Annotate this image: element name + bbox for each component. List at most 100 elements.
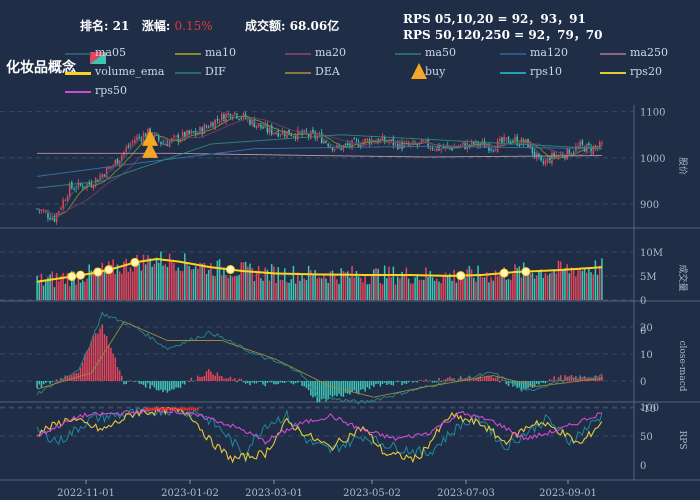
volume-highlight-dot — [93, 267, 103, 277]
candle-body — [114, 160, 117, 165]
legend-swatch-DIF — [175, 72, 201, 74]
candle-body — [327, 144, 329, 147]
macd-hist-bar — [440, 381, 442, 383]
macd-hist-bar — [136, 380, 138, 382]
volume-bar — [396, 276, 399, 300]
legend-label-ma250: ma250 — [630, 46, 668, 59]
macd-hist-bar — [45, 381, 47, 383]
macd-hist-bar — [483, 376, 486, 381]
rank-label: 排名: — [80, 19, 109, 33]
macd-hist-bar — [121, 375, 123, 381]
macd-panel — [36, 311, 603, 405]
macd-hist-bar — [238, 378, 240, 381]
macd-hist-bar — [549, 379, 551, 381]
volume-bar — [516, 268, 518, 300]
macd-hist-bar — [529, 381, 531, 387]
candle-body — [62, 199, 64, 209]
volume-bar — [512, 273, 514, 300]
volume-bar — [305, 280, 308, 300]
volume-bar — [162, 265, 164, 300]
candle-body — [433, 149, 436, 151]
candle-body — [88, 182, 90, 185]
x-tick-label: 2023-05-02 — [343, 488, 401, 499]
volume-bar — [522, 262, 525, 300]
candle-body — [572, 152, 575, 154]
volume-highlight-dot — [225, 265, 235, 275]
macd-hist-bar — [110, 347, 112, 381]
volume-bar — [277, 267, 279, 300]
macd-hist-bar — [544, 381, 547, 384]
macd-hist-bar — [297, 381, 299, 383]
candle-body — [279, 134, 282, 136]
volume-bar — [110, 264, 112, 300]
candle-body — [234, 112, 236, 115]
legend-swatch-ma120 — [500, 53, 526, 55]
volume-bar — [66, 273, 69, 300]
macd-hist-bar — [166, 381, 169, 393]
candle-body — [505, 137, 508, 139]
volume-bar — [403, 274, 405, 300]
candle-body — [64, 200, 67, 202]
macd-hist-bar — [144, 381, 147, 388]
macd-hist-bar — [223, 378, 225, 381]
candle-body — [601, 143, 603, 145]
volume-bar — [344, 272, 347, 300]
candle-body — [303, 130, 306, 134]
volume-bar — [390, 277, 392, 300]
volume-bar — [142, 254, 145, 300]
macd-hist-bar — [116, 367, 119, 381]
volume-bar — [62, 273, 64, 300]
volume-bar — [225, 275, 227, 300]
candle-body — [514, 137, 516, 141]
macd-hist-bar — [557, 377, 560, 381]
macd-hist-bar — [375, 381, 377, 385]
volume-bar — [601, 258, 603, 300]
candle-body — [501, 137, 503, 143]
volume-bar — [140, 270, 143, 300]
volume-bar — [125, 258, 127, 300]
rps-line-2: RPS 50,120,250 = 92，79，70 — [403, 28, 603, 42]
candle-body — [238, 118, 240, 120]
candle-body — [490, 149, 492, 151]
volume-bar — [240, 262, 243, 300]
macd-hist-bar — [412, 381, 414, 383]
volume-bar — [436, 278, 438, 300]
volume-bar — [366, 284, 369, 300]
candle-body — [459, 144, 462, 146]
macd-hist-bar — [512, 381, 514, 387]
volume-bar — [542, 277, 545, 300]
candle-body — [294, 135, 297, 139]
macd-hist-bar — [140, 381, 143, 385]
macd-hist-bar — [257, 381, 260, 383]
price-tick-label: 1000 — [640, 154, 665, 165]
macd-hist-bar — [414, 381, 416, 382]
macd-hist-bar — [162, 381, 164, 393]
rps50-line — [36, 408, 602, 445]
macd-hist-bar — [177, 381, 180, 388]
volume-bar — [47, 277, 49, 300]
macd-hist-bar — [88, 347, 90, 381]
candle-body — [108, 167, 110, 169]
volume-bar — [53, 287, 56, 300]
candle-body — [203, 124, 206, 134]
price-panel — [36, 110, 603, 225]
candle-body — [162, 143, 164, 145]
volume-bar — [405, 267, 408, 300]
candle-body — [540, 155, 542, 161]
macd-hist-bar — [479, 375, 482, 381]
macd-hist-bar — [392, 381, 395, 386]
volume-bar — [58, 281, 60, 300]
macd-hist-bar — [575, 375, 577, 381]
macd-hist-bar — [290, 381, 293, 384]
volume-bar — [381, 284, 384, 300]
candle-body — [77, 181, 80, 188]
candle-body — [542, 161, 545, 164]
macd-hist-bar — [123, 381, 125, 385]
macd-hist-bar — [305, 381, 308, 388]
candle-body — [366, 138, 369, 141]
macd-hist-bar — [418, 380, 421, 381]
volume-bar — [292, 265, 295, 300]
volume-bar — [409, 283, 412, 300]
macd-hist-bar — [118, 370, 121, 381]
volume-bar — [462, 276, 464, 300]
